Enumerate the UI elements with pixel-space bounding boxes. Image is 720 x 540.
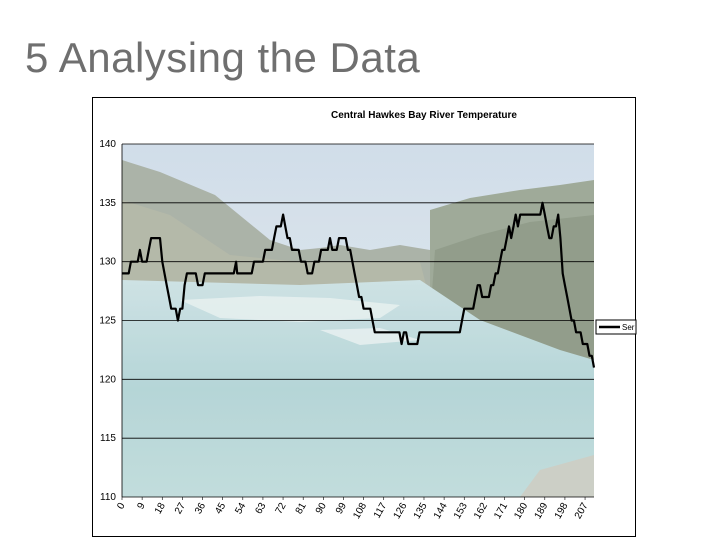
x-tick-label: 198 xyxy=(553,501,571,521)
y-tick-label: 130 xyxy=(99,257,116,268)
series-lines xyxy=(122,201,596,368)
x-tick-label: 45 xyxy=(213,501,228,517)
y-tick-label: 120 xyxy=(99,374,116,385)
x-tick-label: 0 xyxy=(115,501,128,512)
y-tick-label: 115 xyxy=(100,433,116,444)
x-tick-label: 99 xyxy=(334,501,349,517)
x-tick-label: 54 xyxy=(233,501,248,517)
y-tick-label: 135 xyxy=(99,198,116,209)
x-tick-label: 63 xyxy=(253,501,268,517)
x-tick-label: 9 xyxy=(135,501,148,512)
x-tick-label: 108 xyxy=(351,501,369,521)
x-tick-label: 27 xyxy=(173,501,188,517)
x-tick-label: 171 xyxy=(492,501,510,521)
x-tick-label: 90 xyxy=(314,501,329,517)
x-tick-label: 207 xyxy=(573,501,591,521)
gridlines xyxy=(121,143,594,498)
x-tick-label: 180 xyxy=(512,501,530,521)
x-tick-label: 189 xyxy=(533,501,551,521)
chart-title: Central Hawkes Bay River Temperature xyxy=(330,110,517,121)
x-axis-ticks: 0 9 18 27 36 45 54 63 72 81 90 99 108 117 126 135 144 153… xyxy=(115,497,591,521)
series-line-1 xyxy=(122,201,596,368)
legend-label-series1: Ser xyxy=(622,323,635,332)
y-tick-label: 125 xyxy=(99,316,116,327)
legend: Ser xyxy=(595,319,637,335)
x-tick-label: 144 xyxy=(432,501,450,521)
x-tick-label: 117 xyxy=(372,501,390,521)
y-tick-label: 110 xyxy=(100,492,116,503)
x-tick-label: 135 xyxy=(412,501,430,521)
x-tick-label: 126 xyxy=(392,501,410,521)
x-tick-label: 153 xyxy=(452,501,470,521)
x-tick-label: 36 xyxy=(193,501,208,517)
y-tick-label: 140 xyxy=(99,139,116,150)
x-tick-label: 72 xyxy=(274,501,289,517)
x-tick-label: 18 xyxy=(153,501,168,517)
slide-title: 5 Analysing the Data xyxy=(25,34,421,81)
x-tick-label: 81 xyxy=(294,501,309,517)
x-tick-label: 162 xyxy=(472,501,490,521)
y-axis-ticks: 110 115 120 125 130 135 140 xyxy=(99,139,116,503)
